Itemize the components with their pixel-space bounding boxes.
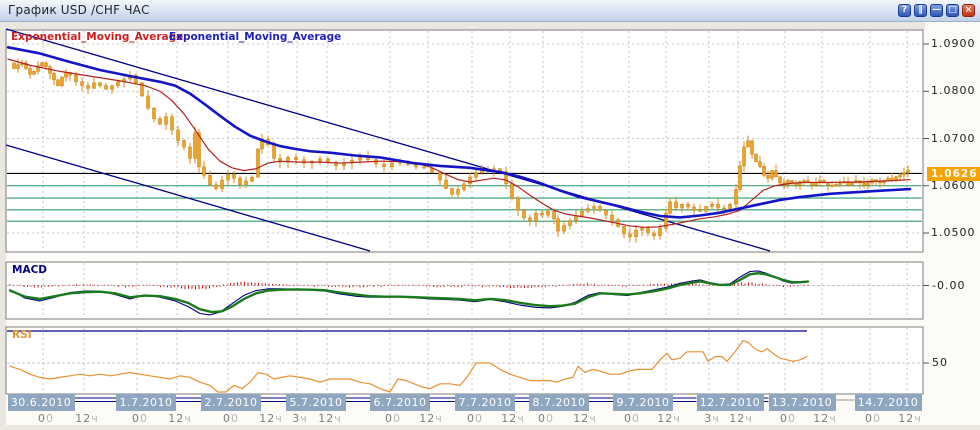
close-button[interactable]: × [962,4,975,17]
minimize-icon: — [932,5,941,15]
restore-icon: □ [948,5,957,15]
restore-button[interactable]: □ [946,4,959,17]
chart-canvas[interactable] [0,22,980,430]
window-title: График USD /CHF ЧАС [8,3,150,17]
minimize-button[interactable]: — [930,4,943,17]
window-controls: ? ‖ — □ × [898,4,975,17]
help-button[interactable]: ? [898,4,911,17]
pause-button[interactable]: ‖ [914,4,927,17]
question-icon: ? [901,5,908,15]
pause-icon: ‖ [918,5,923,15]
close-icon: × [964,5,973,15]
title-bar[interactable]: График USD /CHF ЧАС ? ‖ — □ × [0,0,980,22]
